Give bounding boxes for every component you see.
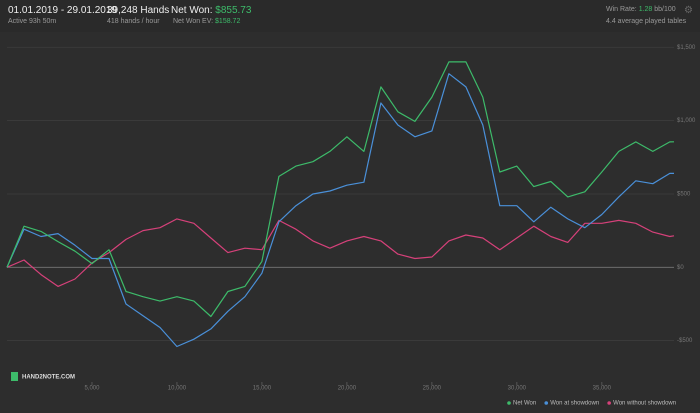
legend-label: Won without showdown [613, 401, 676, 407]
date-range: 01.01.2019 - 29.01.2019 [8, 5, 117, 16]
legend-label: Won at showdown [550, 401, 599, 407]
x-tick-label: 25,000 [423, 386, 442, 392]
x-tick-label: 20,000 [338, 386, 357, 392]
logo: HAND2NOTE.COM [22, 375, 75, 381]
net-won-label: Net Won: [171, 5, 213, 16]
legend-label: Net Won [513, 401, 536, 407]
x-tick-label: 10,000 [168, 386, 187, 392]
series-line [6, 73, 674, 348]
net-won-ev-value: $158.72 [215, 18, 241, 25]
y-tick-label: $0 [677, 265, 684, 271]
series-line [6, 61, 675, 318]
series-line [6, 218, 675, 287]
logo-icon [11, 372, 18, 381]
legend-marker [544, 401, 549, 405]
x-tick-label: 15,000 [253, 386, 272, 392]
win-rate-label: Win Rate: [606, 6, 637, 13]
active-time: Active 93h 50m [8, 18, 57, 25]
hands-per-hour: 418 hands / hour [107, 18, 160, 25]
net-won-value: $855.73 [215, 5, 252, 16]
chart-bg [0, 32, 700, 413]
x-tick-label: 35,000 [593, 386, 612, 392]
y-tick-label: $1,000 [677, 118, 696, 124]
settings-icon[interactable]: ⚙ [684, 5, 693, 16]
win-rate-value: 1.28 [638, 6, 653, 13]
avg-tables: 4.4 average played tables [606, 18, 687, 25]
hands: 39,248 Hands [107, 5, 170, 16]
y-tick-label: $500 [677, 192, 691, 198]
net-won-ev-label: Net Won EV: [173, 18, 214, 25]
win-rate-unit: bb/100 [654, 6, 676, 13]
x-tick-label: 5,000 [84, 386, 100, 392]
x-tick-label: 30,000 [508, 386, 527, 392]
legend-marker [607, 401, 611, 405]
legend-marker [507, 401, 511, 405]
y-tick-label: -$500 [677, 338, 693, 344]
header: 01.01.2019 - 29.01.2019 Active 93h 50m 3… [0, 0, 700, 32]
y-tick-label: $1,500 [677, 45, 696, 51]
